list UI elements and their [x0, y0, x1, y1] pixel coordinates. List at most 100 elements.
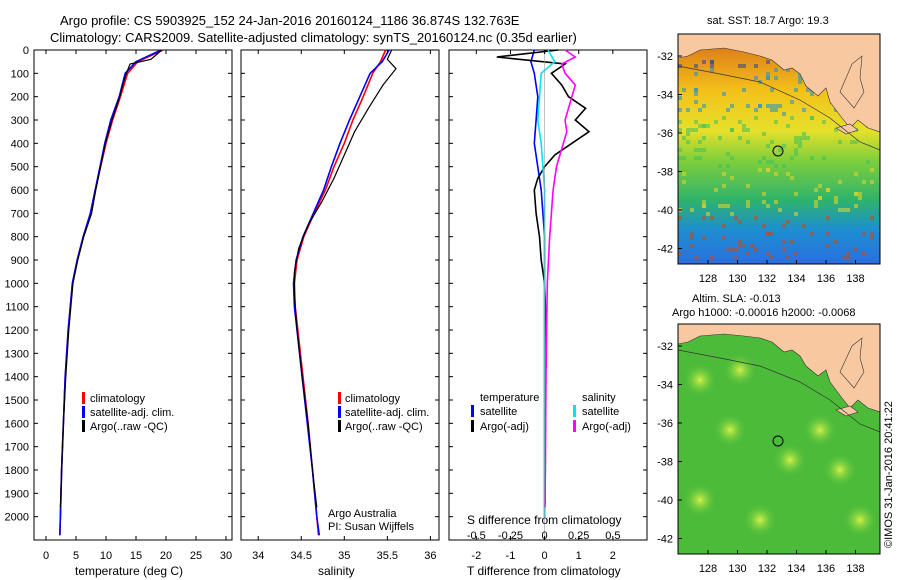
- map-y-tick-label: -42: [657, 534, 673, 546]
- sst-pixel: [682, 172, 686, 176]
- sst-pixel: [834, 200, 838, 204]
- sst-pixel: [730, 104, 734, 108]
- sst-pixel: [738, 64, 742, 68]
- sst-pixel: [678, 64, 682, 68]
- sst-pixel: [690, 208, 694, 212]
- sst-pixel: [782, 112, 786, 116]
- sst-pixel: [826, 188, 830, 192]
- sst-pixel: [702, 236, 706, 240]
- sst-pixel: [722, 184, 726, 188]
- sst-pixel: [846, 256, 850, 260]
- sst-pixel: [866, 160, 870, 164]
- sst-pixel: [834, 128, 838, 132]
- legend-title-temperature: temperature: [480, 392, 539, 404]
- sst-pixel: [782, 224, 786, 228]
- sst-pixel: [690, 244, 694, 248]
- temperature-plot-frame: [33, 49, 233, 541]
- sst-pixel: [762, 192, 766, 196]
- sst-pixel: [822, 120, 826, 124]
- legend-swatch-argo: [338, 420, 341, 432]
- sst-pixel: [678, 216, 682, 220]
- sst-pixel: [698, 108, 702, 112]
- sst-pixel: [730, 248, 734, 252]
- x-tick-label: 25: [190, 550, 202, 562]
- sst-pixel: [746, 140, 750, 144]
- sst-pixel: [686, 128, 690, 132]
- sst-pixel: [766, 60, 770, 64]
- sst-pixel: [678, 108, 682, 112]
- sst-pixel: [722, 204, 726, 208]
- sst-pixel: [838, 140, 842, 144]
- sst-pixel: [758, 104, 762, 108]
- sst-pixel: [702, 148, 706, 152]
- legend-swatch-argo-sal: [573, 420, 576, 432]
- sst-pixel: [762, 156, 766, 160]
- legend-label-climatology: climatology: [345, 393, 401, 405]
- sst-pixel: [698, 124, 702, 128]
- sst-pixel: [762, 224, 766, 228]
- depth-tick-label: 900: [11, 255, 29, 267]
- sst-pixel: [870, 216, 874, 220]
- map-x-tick-label: 134: [787, 563, 805, 575]
- sst-pixel: [746, 184, 750, 188]
- sst-pixel: [702, 204, 706, 208]
- sst-pixel: [710, 68, 714, 72]
- sst-pixel: [834, 196, 838, 200]
- sst-pixel: [790, 116, 794, 120]
- sst-pixel: [738, 244, 742, 248]
- sst-pixel: [794, 148, 798, 152]
- sst-pixel: [734, 248, 738, 252]
- depth-tick-label: 1200: [5, 325, 29, 337]
- x-tick-label: 0: [542, 550, 548, 562]
- map-x-tick-label: 138: [846, 273, 864, 285]
- sst-pixel: [854, 192, 858, 196]
- sla-field: [678, 324, 880, 554]
- sst-pixel: [710, 256, 714, 260]
- credit-text: ©IMOS 31-Jan-2016 20:41:22: [883, 401, 895, 548]
- legend-label-argo-temp: Argo(-adj): [480, 421, 529, 433]
- sla-anomaly: [804, 414, 836, 446]
- map-y-tick-label: -34: [657, 380, 673, 392]
- sst-pixel: [730, 212, 734, 216]
- sst-pixel: [742, 124, 746, 128]
- sst-pixel: [786, 172, 790, 176]
- sla-map-title1: Altim. SLA: -0.013: [692, 293, 781, 305]
- depth-tick-label: 1100: [5, 302, 29, 314]
- sst-pixel: [754, 248, 758, 252]
- land-peninsula: [839, 55, 865, 109]
- sst-pixel: [766, 144, 770, 148]
- sst-pixel: [790, 240, 794, 244]
- sst-pixel: [806, 88, 810, 92]
- sst-pixel: [794, 252, 798, 256]
- sst-pixel: [782, 248, 786, 252]
- sst-pixel: [718, 204, 722, 208]
- sst-pixel: [694, 88, 698, 92]
- sst-pixel: [858, 192, 862, 196]
- sst-pixel: [746, 104, 750, 108]
- sst-pixel: [746, 200, 750, 204]
- sst-pixel: [782, 144, 786, 148]
- sst-pixel: [702, 124, 706, 128]
- sst-pixel: [694, 256, 698, 260]
- sst-pixel: [694, 92, 698, 96]
- map-x-tick-label: 132: [758, 273, 776, 285]
- map-y-tick-label: -34: [657, 90, 673, 102]
- map-y-tick-label: -32: [657, 51, 673, 63]
- sst-pixel: [774, 108, 778, 112]
- x-tick-label: 35: [338, 550, 350, 562]
- s-tick-label: 0: [542, 530, 548, 542]
- s-tick-label: 0.25: [568, 530, 589, 542]
- sst-pixel: [778, 208, 782, 212]
- sst-pixel: [770, 140, 774, 144]
- sst-pixel: [834, 240, 838, 244]
- legend-label-argo: Argo(..raw -QC): [345, 421, 423, 433]
- sst-pixel: [722, 236, 726, 240]
- s-tick-label: -0.25: [498, 530, 523, 542]
- sst-pixel: [858, 196, 862, 200]
- sst-pixel: [790, 156, 794, 160]
- sst-pixel: [726, 164, 730, 168]
- x-tick-label: 30: [220, 550, 232, 562]
- sla-map: Altim. SLA: -0.013 Argo h1000: -0.00016 …: [657, 293, 881, 575]
- salinity-xlabel: salinity: [318, 564, 355, 578]
